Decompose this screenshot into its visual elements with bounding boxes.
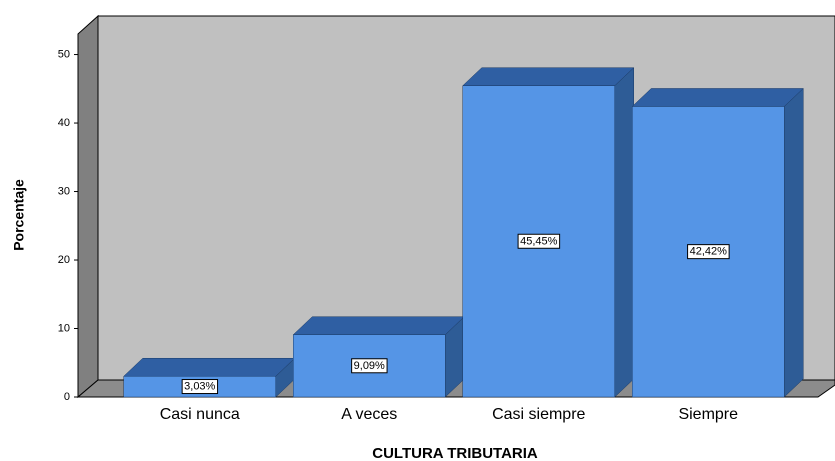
y-tick-label: 10 <box>58 322 70 334</box>
value-label-box <box>517 233 561 249</box>
bar-top <box>292 316 465 335</box>
y-tick-label: 40 <box>58 117 70 129</box>
y-tick-label: 50 <box>58 48 70 60</box>
bar-top <box>462 67 635 86</box>
value-label: 3,03% <box>184 381 215 393</box>
bar <box>462 85 615 398</box>
y-tick-label: 0 <box>64 391 70 403</box>
x-tick-label: Casi nunca <box>160 406 240 423</box>
bar-top <box>631 88 804 107</box>
value-label-box <box>351 358 388 374</box>
y-tick-label: 20 <box>58 254 70 266</box>
value-label-box <box>687 244 730 260</box>
marks: 0 10 20 30 40 50 Casi nunca 3,03% A veces 9,09% Ca… <box>58 48 804 423</box>
value-label: 9,09% <box>354 360 385 372</box>
y-tick-label: 30 <box>58 185 70 197</box>
bar-side <box>784 87 804 398</box>
x-tick-label: Siempre <box>678 406 738 423</box>
x-axis-label: CULTURA TRIBUTARIA <box>372 445 538 461</box>
y-axis-label: Porcentaje <box>11 179 27 251</box>
bar-top <box>123 357 296 377</box>
x-tick-label: Casi siempre <box>492 406 585 423</box>
side-wall <box>77 14 99 399</box>
bar-side <box>614 67 634 398</box>
value-label: 45,45% <box>520 235 558 247</box>
value-label: 42,42% <box>690 246 728 258</box>
x-tick-label: A veces <box>341 406 397 423</box>
value-label-box <box>181 379 219 395</box>
